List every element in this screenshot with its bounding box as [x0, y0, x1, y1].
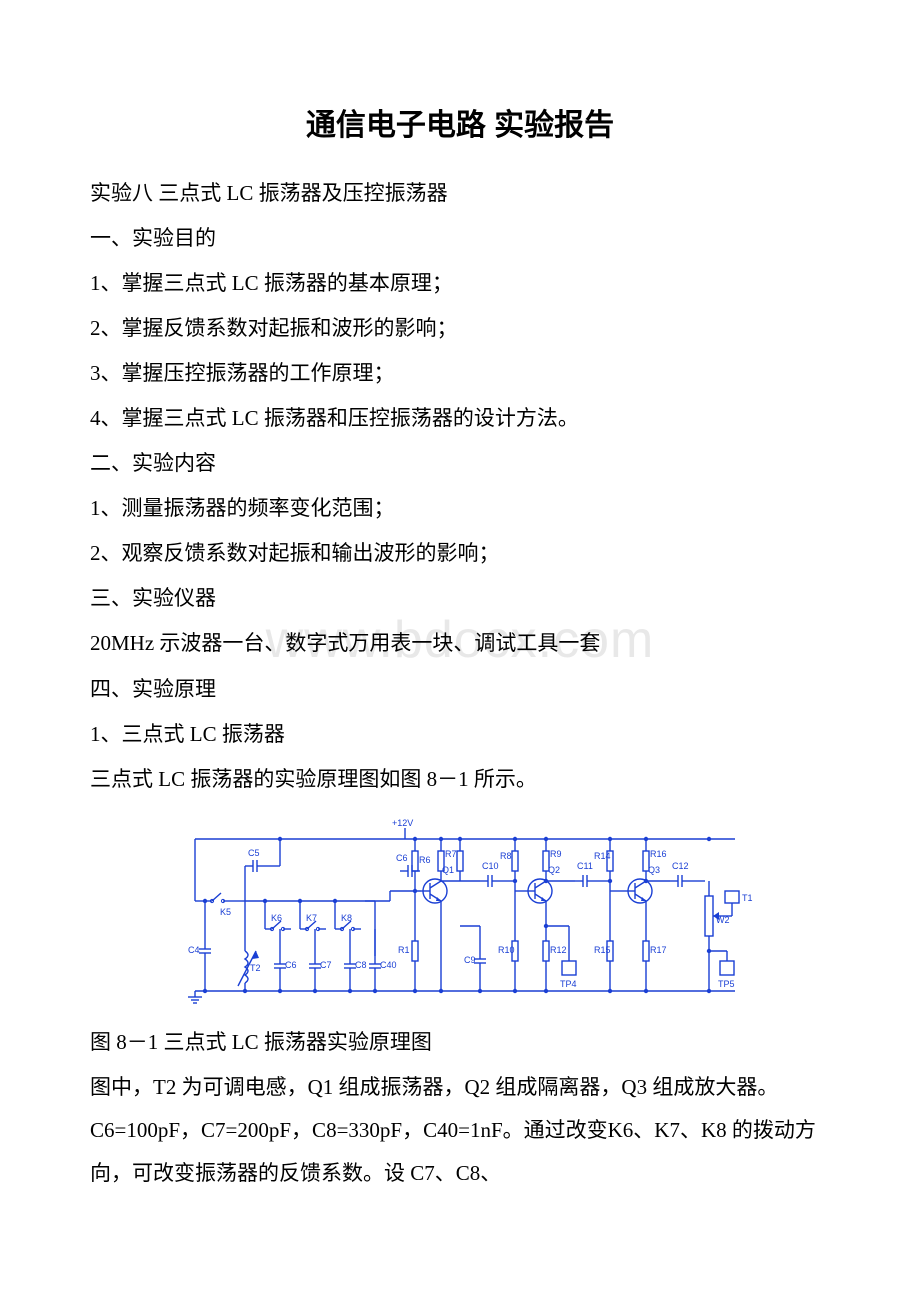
svg-text:C7: C7: [320, 960, 332, 970]
svg-text:R12: R12: [550, 945, 567, 955]
svg-text:C6: C6: [396, 853, 408, 863]
svg-text:C12: C12: [672, 861, 689, 871]
svg-text:R9: R9: [550, 849, 562, 859]
goal-2: 2、掌握反馈系数对起振和波形的影响；: [90, 307, 830, 350]
svg-text:R16: R16: [650, 849, 667, 859]
svg-text:C8: C8: [355, 960, 367, 970]
page-title: 通信电子电路 实验报告: [90, 100, 830, 144]
svg-text:R1: R1: [398, 945, 410, 955]
svg-text:C6: C6: [285, 960, 297, 970]
svg-text:+12V: +12V: [392, 818, 413, 828]
svg-text:R14: R14: [594, 851, 611, 861]
svg-text:R10: R10: [498, 945, 515, 955]
content-2: 2、观察反馈系数对起振和输出波形的影响；: [90, 532, 830, 575]
subsection-4-1: 1、三点式 LC 振荡器: [90, 713, 830, 756]
line-exp-number: 实验八 三点式 LC 振荡器及压控振荡器: [90, 172, 830, 215]
svg-text:C10: C10: [482, 861, 499, 871]
paragraph-description: 图中，T2 为可调电感，Q1 组成振荡器，Q2 组成隔离器，Q3 组成放大器。C…: [90, 1066, 830, 1195]
goal-4: 4、掌握三点式 LC 振荡器和压控振荡器的设计方法。: [90, 397, 830, 440]
content-1: 1、测量振荡器的频率变化范围；: [90, 487, 830, 530]
svg-text:R17: R17: [650, 945, 667, 955]
section-3-heading: 三、实验仪器: [90, 577, 830, 620]
figure-caption: 图 8－1 三点式 LC 振荡器实验原理图: [90, 1021, 830, 1064]
section-2-heading: 二、实验内容: [90, 442, 830, 485]
svg-text:Q3: Q3: [648, 865, 660, 875]
section-1-heading: 一、实验目的: [90, 217, 830, 260]
svg-text:Q2: Q2: [548, 865, 560, 875]
svg-text:C5: C5: [248, 848, 260, 858]
instruments: 20MHz 示波器一台、数字式万用表一块、调试工具一套: [90, 622, 830, 665]
svg-text:TP5: TP5: [718, 979, 735, 989]
svg-text:C9: C9: [464, 955, 476, 965]
svg-text:T2: T2: [250, 963, 261, 973]
section-4-heading: 四、实验原理: [90, 668, 830, 711]
svg-text:C11: C11: [577, 861, 593, 871]
fig-intro: 三点式 LC 振荡器的实验原理图如图 8－1 所示。: [90, 758, 830, 801]
svg-text:R15: R15: [594, 945, 611, 955]
goal-3: 3、掌握压控振荡器的工作原理；: [90, 352, 830, 395]
svg-text:R8: R8: [500, 851, 512, 861]
svg-text:K6: K6: [271, 913, 282, 923]
body-text: 实验八 三点式 LC 振荡器及压控振荡器 一、实验目的 1、掌握三点式 LC 振…: [90, 172, 830, 1195]
svg-text:T1: T1: [742, 893, 753, 903]
svg-text:C40: C40: [380, 960, 397, 970]
circuit-svg: +12VK5C5C4T2K6K7K8C6C7C8C40Q1R6R7C6R1C10…: [160, 811, 760, 1011]
svg-text:TP4: TP4: [560, 979, 577, 989]
goal-1: 1、掌握三点式 LC 振荡器的基本原理；: [90, 262, 830, 305]
svg-text:K8: K8: [341, 913, 352, 923]
circuit-diagram: +12VK5C5C4T2K6K7K8C6C7C8C40Q1R6R7C6R1C10…: [160, 811, 830, 1011]
svg-text:C4: C4: [188, 945, 200, 955]
svg-text:K5: K5: [220, 907, 231, 917]
svg-text:R7: R7: [445, 849, 457, 859]
svg-text:K7: K7: [306, 913, 317, 923]
svg-text:R6: R6: [419, 855, 431, 865]
